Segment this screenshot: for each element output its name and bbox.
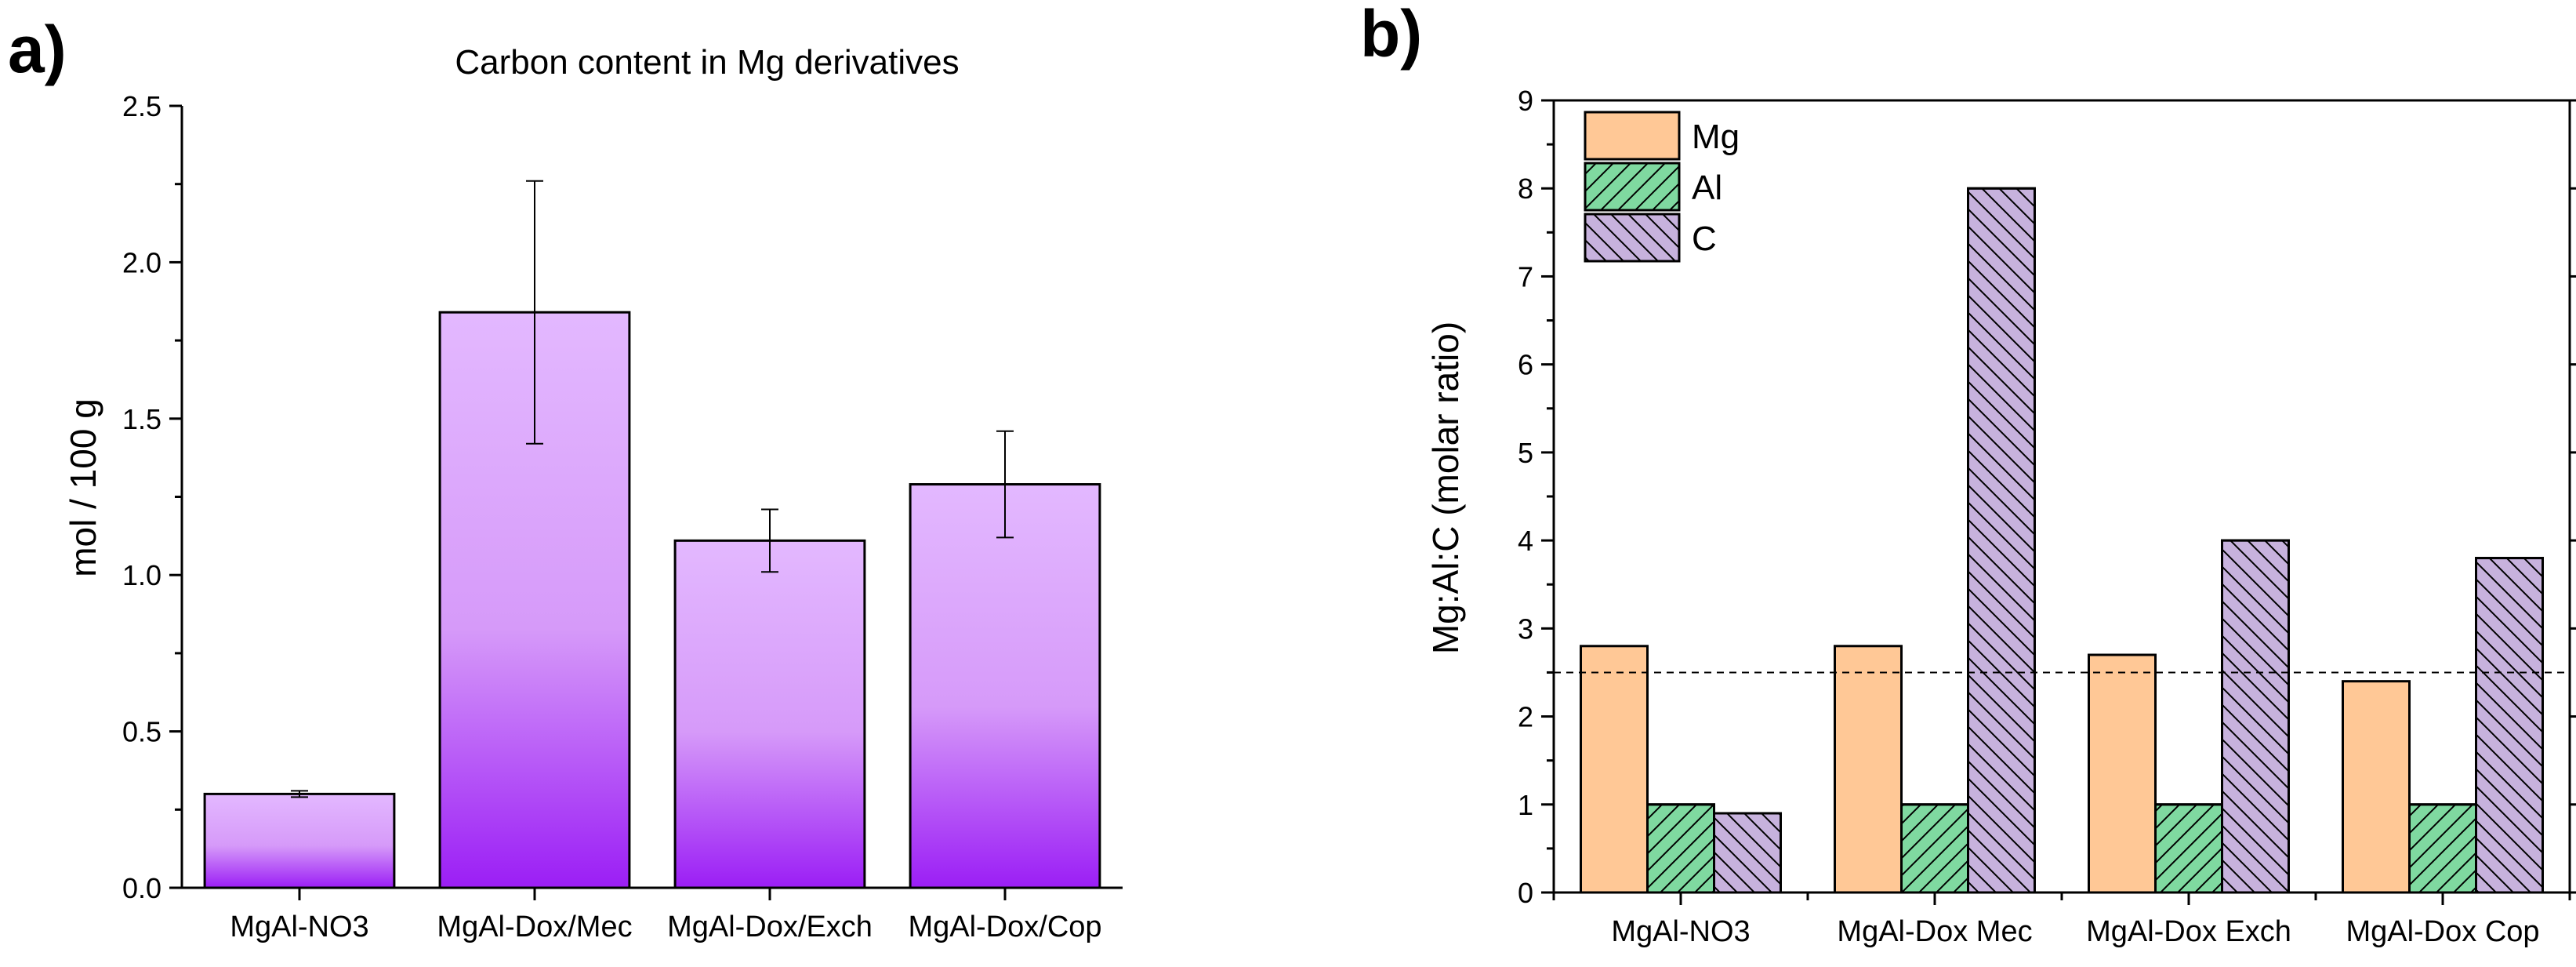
chart-a: Carbon content in Mg derivatives mol / 1…	[63, 43, 1123, 943]
chart-b-bar-c-mgal-dox-mec-hatch	[1967, 187, 2036, 894]
chart-a-bar-mgal-no3	[203, 792, 396, 889]
panel-b-letter: b)	[1360, 0, 1422, 71]
chart-a-bars	[203, 311, 1101, 889]
chart-b-bar-al-mgal-no3-hatch	[1646, 803, 1715, 894]
chart-b-y-tick-label: 2	[1518, 701, 1533, 733]
chart-b-x-tick-label: MgAl-Dox Cop	[2346, 915, 2539, 948]
chart-a-y-tick-label: 0.0	[122, 872, 161, 904]
chart-b-x-tick-label: MgAl-Dox Mec	[1837, 915, 2032, 948]
chart-b-y-tick-label: 0	[1518, 877, 1533, 909]
chart-b-y-axis-label: Mg:Al:C (molar ratio)	[1425, 322, 1466, 654]
chart-a-y-tick-label: 1.5	[122, 403, 161, 435]
chart-b-legend-label-c: C	[1692, 220, 1717, 258]
chart-b-y-tick-label: 5	[1518, 437, 1533, 469]
chart-b-legend-label-al: Al	[1692, 169, 1722, 207]
chart-b-bar-mg-mgal-dox-exch	[2088, 653, 2157, 894]
chart-a-y-ticks: 0.0 0.5 1.0 1.5 2.0 2.5	[122, 90, 182, 904]
chart-b-bar-al-mgal-dox-cop-hatch	[2408, 803, 2477, 894]
chart-b-y-tick-label: 6	[1518, 349, 1533, 381]
chart-a-y-tick-label: 0.5	[122, 716, 161, 748]
chart-b-legend-swatch-mg	[1584, 111, 1681, 161]
chart-a-x-tick-label: MgAl-Dox/Cop	[908, 911, 1101, 943]
chart-b-bar-al-mgal-dox-exch-hatch	[2154, 803, 2223, 894]
chart-b-legend-label-mg: Mg	[1692, 118, 1740, 156]
chart-b-legend-swatch-al-hatch	[1584, 162, 1681, 212]
chart-a-bar-mgal-dox-cop	[909, 483, 1101, 889]
chart-a-title: Carbon content in Mg derivatives	[455, 43, 959, 82]
chart-a-x-tick-label: MgAl-NO3	[230, 911, 368, 943]
chart-a-y-axis-label: mol / 100 g	[63, 398, 103, 577]
chart-a-error-bars	[291, 180, 1014, 798]
chart-a-x-ticks: MgAl-NO3 MgAl-Dox/Mec MgAl-Dox/Exch MgAl-Do…	[230, 888, 1102, 943]
chart-a-bar-mgal-dox-exch	[673, 539, 866, 889]
chart-b-y-tick-label: 8	[1518, 173, 1533, 205]
chart-b-bar-al-mgal-dox-mec-hatch	[1900, 803, 1969, 894]
chart-b-y-tick-label: 9	[1518, 85, 1533, 117]
chart-a-x-tick-label: MgAl-Dox/Mec	[437, 911, 632, 943]
chart-b-y-tick-label: 4	[1518, 525, 1533, 557]
chart-b-legend-swatch-c-hatch	[1584, 213, 1681, 263]
chart-b-bar-c-mgal-no3-hatch	[1713, 812, 1782, 894]
chart-b-x-ticks: MgAl-NO3 MgAl-Dox Mec MgAl-Dox Exch MgAl-Do…	[1552, 892, 2571, 948]
chart-b-x-tick-label: MgAl-Dox Exch	[2086, 915, 2291, 948]
chart-a-x-tick-label: MgAl-Dox/Exch	[667, 911, 873, 943]
chart-b-bar-mg-mgal-dox-mec	[1834, 645, 1903, 894]
chart-a-y-tick-label: 2.0	[122, 246, 161, 278]
chart-b-bars	[1580, 187, 2544, 894]
chart-a-y-tick-label: 2.5	[122, 90, 161, 122]
chart-b-bar-c-mgal-dox-exch-hatch	[2221, 539, 2290, 894]
chart-b: Mg:Al:C (molar ratio) 0 1 2 3 4 5 6 7 8 9 MgAl-NO…	[1425, 85, 2576, 948]
chart-b-y-tick-label: 1	[1518, 789, 1533, 821]
chart-b-y-tick-label: 7	[1518, 260, 1533, 293]
chart-b-bar-mg-mgal-no3	[1580, 645, 1649, 894]
chart-a-y-tick-label: 1.0	[122, 559, 161, 591]
chart-b-y-ticks: 0 1 2 3 4 5 6 7 8 9	[1518, 85, 2576, 909]
chart-b-x-tick-label: MgAl-NO3	[1611, 915, 1750, 948]
chart-b-legend: Mg Al C	[1584, 111, 1740, 263]
chart-b-bar-c-mgal-dox-cop-hatch	[2475, 557, 2544, 894]
panel-a-letter: a)	[8, 13, 67, 86]
chart-b-y-tick-label: 3	[1518, 613, 1533, 645]
chart-b-bar-mg-mgal-dox-cop	[2342, 680, 2411, 894]
